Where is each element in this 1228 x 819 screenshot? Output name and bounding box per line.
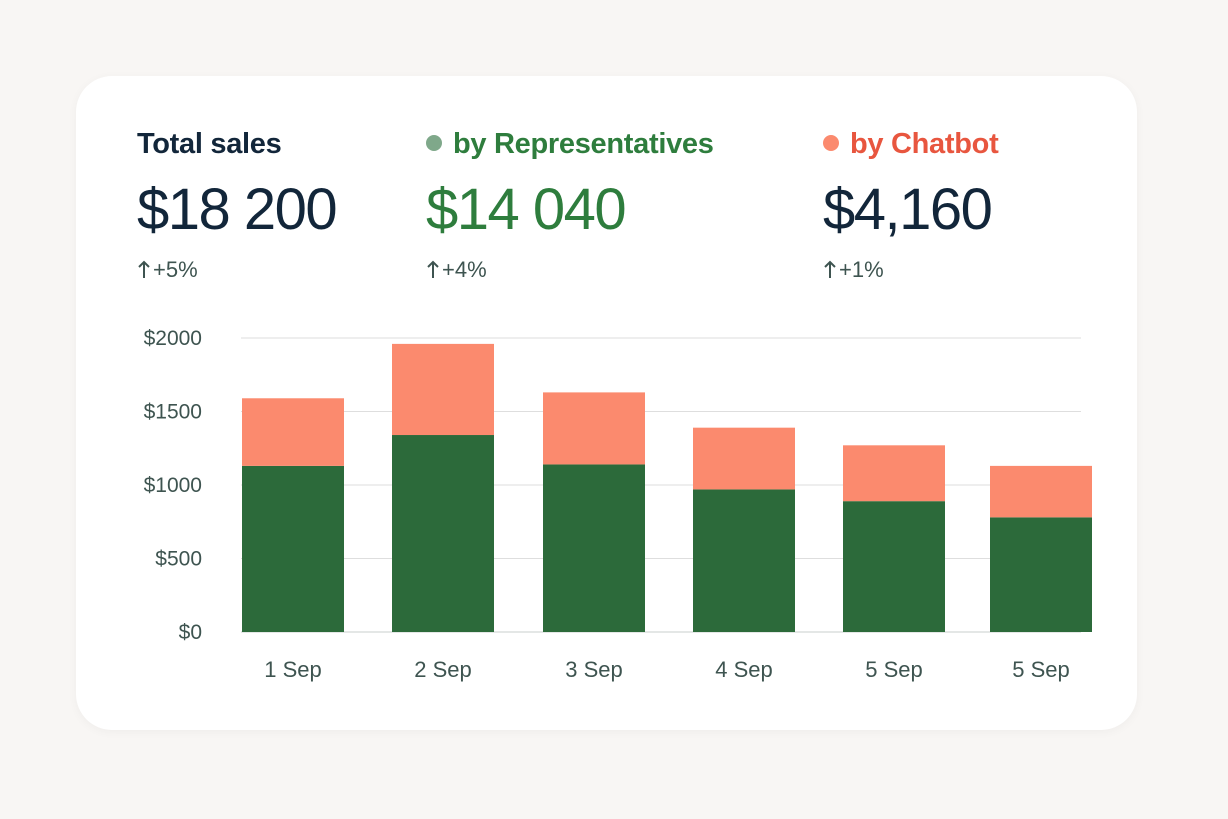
x-tick-label: 2 Sep <box>414 657 472 682</box>
bar-representatives <box>242 465 344 632</box>
sales-card: Total sales $18 200 +5% by Representativ… <box>76 76 1137 730</box>
arrow-up-icon <box>138 260 150 278</box>
bar-chatbot <box>693 427 795 490</box>
bar-representatives <box>543 464 645 632</box>
chatbot-label: by Chatbot <box>823 128 999 161</box>
y-tick-label: $1000 <box>144 474 202 497</box>
representatives-value: $14 040 <box>426 177 627 242</box>
x-tick-label: 4 Sep <box>715 657 773 682</box>
representatives-label-text: by Representatives <box>453 128 714 160</box>
representatives-dot-icon <box>426 135 442 151</box>
chatbot-change-value: +1% <box>839 257 884 282</box>
bar-representatives <box>843 501 945 632</box>
bar-representatives <box>693 489 795 632</box>
total-sales-label: Total sales <box>137 128 282 160</box>
bar-chatbot <box>543 392 645 465</box>
bar-chatbot <box>242 398 344 466</box>
representatives-label: by Representatives <box>426 128 714 161</box>
x-tick-label: 1 Sep <box>264 657 322 682</box>
bar-chatbot <box>843 445 945 502</box>
chatbot-label-text: by Chatbot <box>850 128 999 160</box>
stacked-bar-chart: $0 $500 $1000 $1500 $2000 1 Sep 2 Sep 3 Sep 4 Se… <box>144 327 1092 682</box>
total-sales-change-value: +5% <box>153 257 198 282</box>
chatbot-dot-icon <box>823 135 839 151</box>
bar-chatbot <box>990 465 1092 518</box>
representatives-change-value: +4% <box>442 257 487 282</box>
total-sales-value: $18 200 <box>137 177 338 242</box>
arrow-up-icon <box>824 260 836 278</box>
y-tick-label: $2000 <box>144 327 202 350</box>
x-tick-label: 5 Sep <box>1012 657 1070 682</box>
y-tick-label: $500 <box>155 548 202 571</box>
x-tick-label: 3 Sep <box>565 657 623 682</box>
chatbot-value: $4,160 <box>823 177 993 242</box>
bar-representatives <box>990 517 1092 632</box>
bar-representatives <box>392 435 494 632</box>
y-tick-label: $1500 <box>144 401 202 424</box>
total-sales-change: +5% <box>137 257 198 283</box>
arrow-up-icon <box>427 260 439 278</box>
representatives-change: +4% <box>426 257 487 283</box>
x-tick-label: 5 Sep <box>865 657 923 682</box>
chatbot-change: +1% <box>823 257 884 283</box>
bar-chatbot <box>392 343 494 436</box>
y-tick-label: $0 <box>179 621 202 644</box>
